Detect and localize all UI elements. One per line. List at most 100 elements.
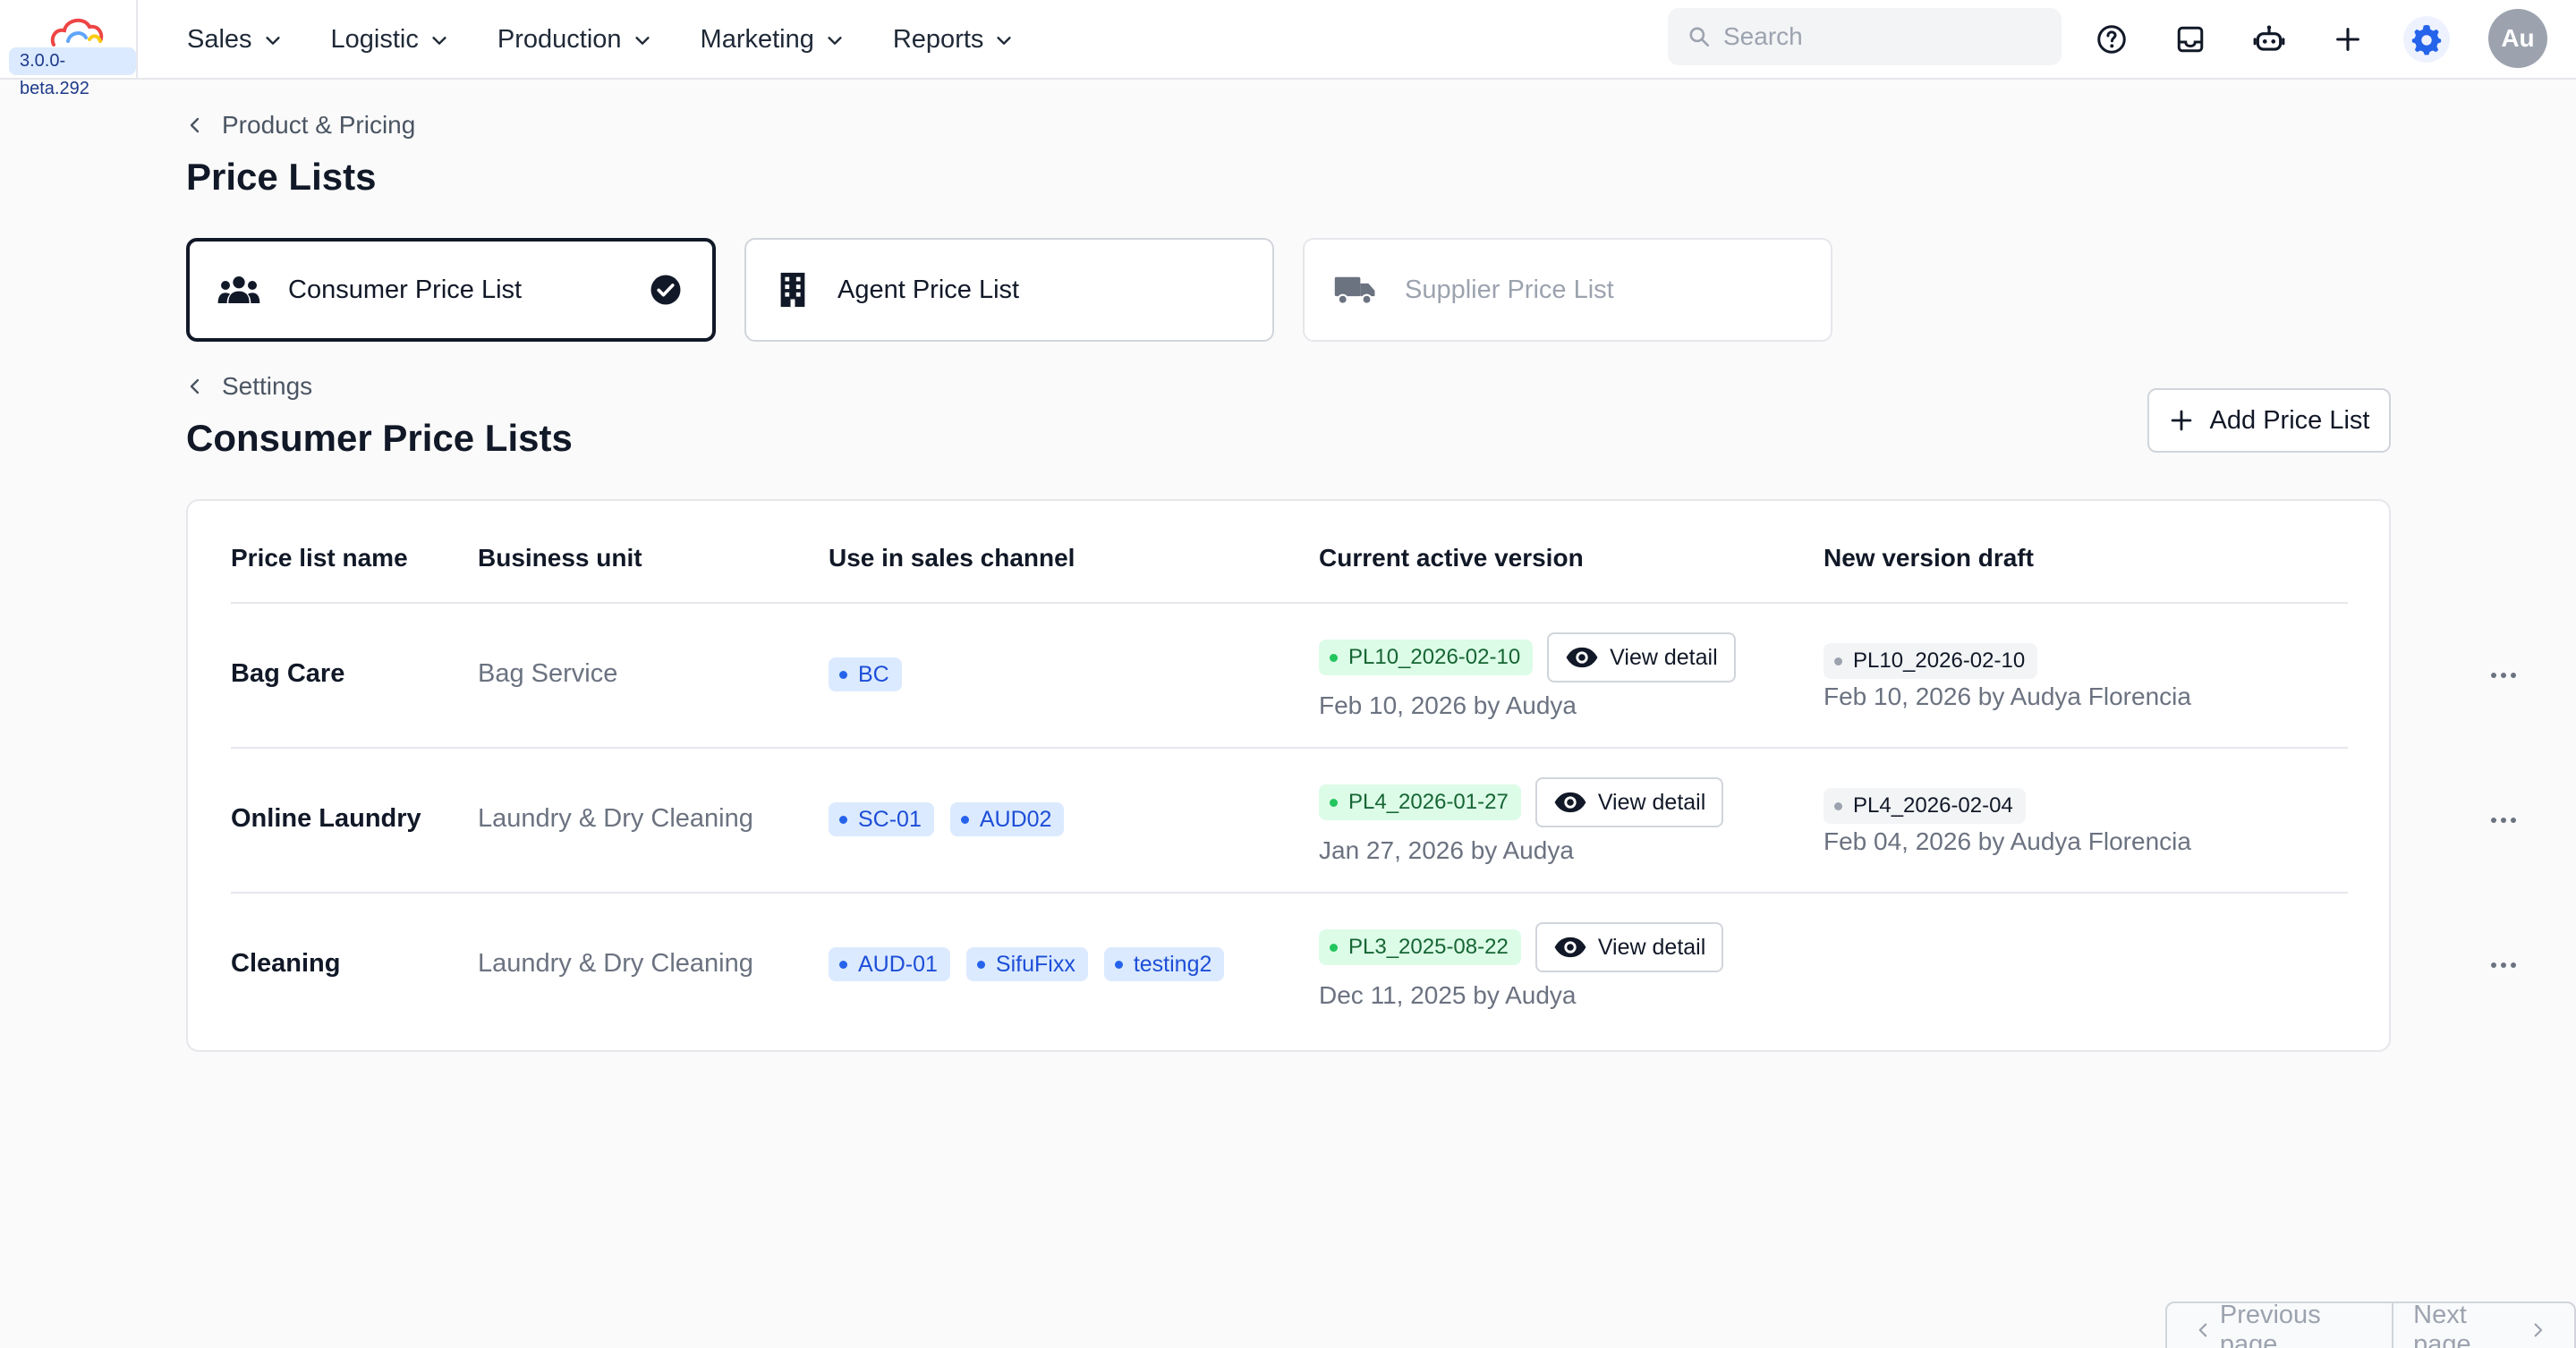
- app-logo[interactable]: 3.0.0-beta.292: [0, 0, 138, 98]
- business-unit: Bag Service: [478, 659, 618, 688]
- user-avatar[interactable]: Au: [2488, 9, 2547, 68]
- nav-production-label: Production: [497, 25, 622, 54]
- more-horizontal-icon: [2491, 673, 2516, 678]
- nav-sales[interactable]: Sales: [187, 0, 283, 80]
- nav-production[interactable]: Production: [497, 0, 652, 80]
- search-input[interactable]: [1723, 22, 2028, 51]
- more-horizontal-icon: [2491, 962, 2516, 968]
- draft-version-badge: PL4_2026-02-04: [1824, 788, 2026, 824]
- draft-version-cell: PL10_2026-02-10 Feb 10, 2026 by Audya Fl…: [1824, 643, 2191, 711]
- main-menu: Sales Logistic Production Marketing Repo…: [187, 0, 1062, 80]
- price-list-name: Online Laundry: [231, 804, 421, 833]
- search-box[interactable]: [1668, 8, 2062, 65]
- view-detail-button[interactable]: View detail: [1535, 777, 1724, 827]
- add-price-list-label: Add Price List: [2209, 405, 2370, 435]
- active-version-cell: PL4_2026-01-27 View detail Jan 27, 2026 …: [1319, 777, 1724, 865]
- pagination: Previous page Next page: [2165, 1301, 2576, 1348]
- draft-version-meta: Feb 10, 2026 by Audya Florencia: [1824, 682, 2191, 710]
- chevron-left-icon: [2198, 1323, 2207, 1337]
- card-supplier-price-list[interactable]: Supplier Price List: [1303, 238, 1832, 342]
- row-actions-button[interactable]: [2486, 802, 2521, 838]
- business-unit: Laundry & Dry Cleaning: [478, 804, 753, 833]
- inbox-button[interactable]: [2167, 16, 2214, 63]
- chevron-down-icon: [997, 36, 1012, 45]
- row-actions-button[interactable]: [2486, 657, 2521, 693]
- channel-chip: SC-01: [829, 802, 934, 836]
- chevron-down-icon: [828, 36, 842, 45]
- card-label: Consumer Price List: [288, 275, 523, 304]
- eye-icon: [1554, 937, 1586, 958]
- active-version-label: PL10_2026-02-10: [1348, 645, 1521, 669]
- assistant-button[interactable]: [2246, 16, 2292, 63]
- sales-channel-list: SC-01 AUD02: [829, 802, 1080, 836]
- breadcrumb-settings[interactable]: Settings: [188, 372, 312, 401]
- help-button[interactable]: [2088, 16, 2135, 63]
- card-label: Supplier Price List: [1405, 275, 1614, 304]
- help-icon: [2097, 25, 2126, 54]
- channel-chip: testing2: [1103, 947, 1225, 981]
- add-price-list-button[interactable]: Add Price List: [2147, 388, 2391, 453]
- nav-marketing[interactable]: Marketing: [701, 0, 845, 80]
- eye-icon: [1554, 792, 1586, 813]
- top-navigation-bar: 3.0.0-beta.292 Sales Logistic Production…: [0, 0, 2576, 98]
- active-version-cell: PL10_2026-02-10 View detail Feb 10, 2026…: [1319, 632, 1736, 720]
- search-icon: [1689, 27, 1710, 47]
- view-detail-button[interactable]: View detail: [1535, 922, 1724, 972]
- table-row[interactable]: Cleaning Laundry & Dry Cleaning AUD-01 S…: [231, 894, 2516, 1039]
- draft-version-label: PL4_2026-02-04: [1853, 793, 2013, 818]
- price-list-name: Cleaning: [231, 949, 341, 978]
- cloud-logo-icon: [50, 18, 104, 47]
- active-version-label: PL3_2025-08-22: [1348, 935, 1509, 959]
- create-button[interactable]: [2325, 16, 2371, 63]
- table-row[interactable]: Online Laundry Laundry & Dry Cleaning SC…: [231, 749, 2516, 894]
- header-divider: [231, 602, 2348, 604]
- active-version-badge: PL3_2025-08-22: [1319, 929, 1521, 965]
- eye-icon: [1566, 647, 1598, 668]
- channel-chip: SifuFixx: [965, 947, 1088, 981]
- chevron-down-icon: [265, 36, 280, 45]
- channel-label: SifuFixx: [995, 951, 1075, 977]
- channel-chip: AUD02: [949, 802, 1065, 836]
- price-list-name: Bag Care: [231, 659, 345, 688]
- channel-label: SC-01: [858, 806, 922, 832]
- card-consumer-price-list[interactable]: Consumer Price List: [186, 238, 716, 342]
- sales-channel-list: BC: [829, 657, 918, 691]
- row-actions-button[interactable]: [2486, 947, 2521, 983]
- section-title: Consumer Price Lists: [186, 417, 573, 459]
- nav-reports[interactable]: Reports: [893, 0, 1015, 80]
- sales-channel-list: AUD-01 SifuFixx testing2: [829, 947, 1240, 981]
- column-header-name: Price list name: [231, 544, 408, 572]
- chevron-left-icon: [190, 117, 200, 133]
- bot-icon: [2253, 25, 2285, 51]
- card-agent-price-list[interactable]: Agent Price List: [744, 238, 1274, 342]
- next-page-button[interactable]: Next page: [2392, 1303, 2574, 1348]
- column-header-active-version: Current active version: [1319, 544, 1584, 572]
- table-row[interactable]: Bag Care Bag Service BC PL10_2026-02-10 …: [231, 604, 2516, 749]
- draft-version-meta: Feb 04, 2026 by Audya Florencia: [1824, 827, 2191, 855]
- nav-sales-label: Sales: [187, 25, 252, 54]
- nav-logistic[interactable]: Logistic: [331, 0, 449, 80]
- channel-label: AUD-01: [858, 951, 938, 977]
- active-version-cell: PL3_2025-08-22 View detail Dec 11, 2025 …: [1319, 922, 1724, 1010]
- nav-reports-label: Reports: [892, 25, 984, 54]
- card-label: Agent Price List: [837, 275, 1020, 304]
- nav-logistic-label: Logistic: [330, 25, 419, 54]
- view-detail-button[interactable]: View detail: [1547, 632, 1736, 682]
- draft-version-label: PL10_2026-02-10: [1853, 649, 2026, 673]
- active-version-meta: Jan 27, 2026 by Audya: [1319, 836, 1574, 864]
- channel-label: BC: [858, 661, 889, 687]
- channel-chip: BC: [829, 657, 902, 691]
- column-header-draft-version: New version draft: [1824, 544, 2034, 572]
- settings-button[interactable]: [2403, 16, 2450, 63]
- check-circle-icon: [650, 275, 681, 305]
- channel-label: testing2: [1133, 951, 1212, 977]
- inbox-icon: [2177, 26, 2204, 53]
- previous-page-button[interactable]: Previous page: [2167, 1303, 2392, 1348]
- view-detail-label: View detail: [1610, 644, 1718, 670]
- column-header-business-unit: Business unit: [478, 544, 642, 572]
- chevron-down-icon: [432, 36, 446, 45]
- chevron-left-icon: [190, 378, 200, 394]
- settings-icon: [2411, 24, 2442, 55]
- breadcrumb-product-pricing[interactable]: Product & Pricing: [188, 111, 415, 140]
- draft-version-badge: PL10_2026-02-10: [1824, 643, 2038, 679]
